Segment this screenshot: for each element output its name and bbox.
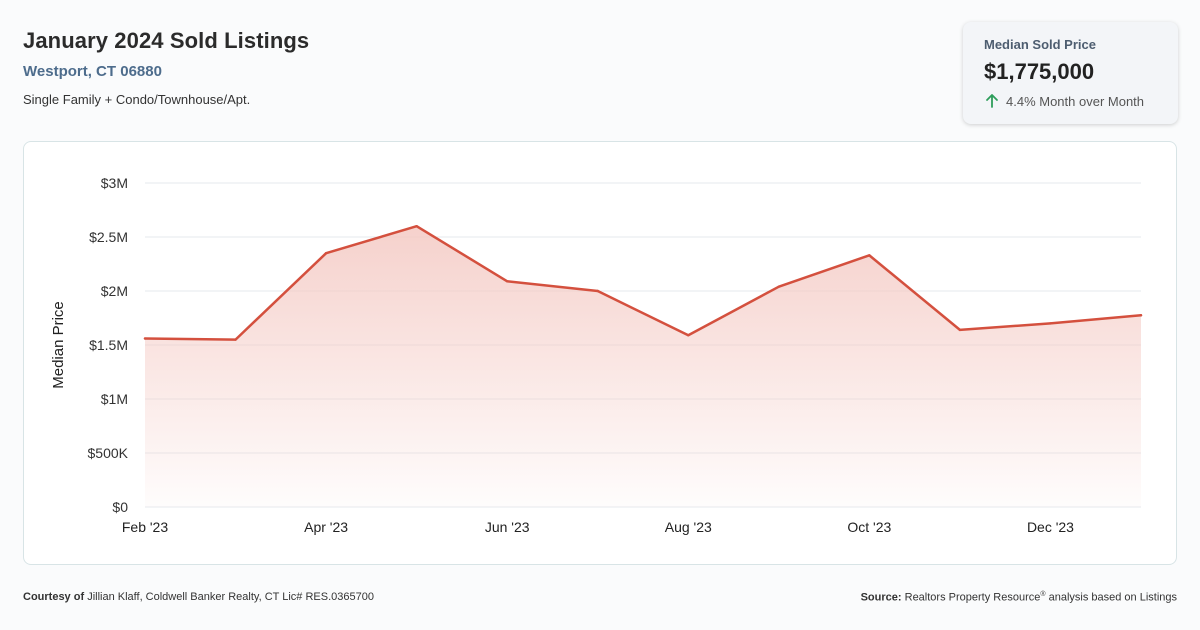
x-tick-label: Dec '23 bbox=[1027, 519, 1074, 535]
x-tick-label: Feb '23 bbox=[122, 519, 168, 535]
data-point bbox=[868, 254, 871, 257]
price-chart-card: $0 $500K $1M $1.5M $2M $2.5M $3M Median Price Fe… bbox=[23, 141, 1177, 565]
y-tick-label: $2.5M bbox=[89, 229, 128, 245]
data-point bbox=[324, 252, 328, 255]
data-point bbox=[596, 289, 599, 293]
y-tick-label: $500K bbox=[88, 445, 129, 461]
courtesy-footer: Courtesy of Jillian Klaff, Coldwell Bank… bbox=[23, 591, 374, 603]
source-text: Realtors Property Resource bbox=[904, 591, 1041, 604]
y-axis-title: Median Price bbox=[50, 301, 67, 389]
report-header: January 2024 Sold Listings Westport, CT … bbox=[23, 28, 309, 107]
data-point bbox=[958, 328, 962, 332]
y-tick-label: $1.5M bbox=[89, 337, 128, 353]
x-tick-label: Apr '23 bbox=[304, 519, 348, 535]
y-tick-label: $1M bbox=[101, 391, 128, 407]
page-title: January 2024 Sold Listings bbox=[23, 28, 310, 53]
x-tick-label: Oct '23 bbox=[847, 519, 891, 535]
courtesy-label: Courtesy of bbox=[23, 591, 85, 603]
source-footer: Source: Realtors Property Resource® anal… bbox=[861, 591, 1177, 604]
x-tick-label: Jun '23 bbox=[485, 519, 530, 535]
x-tick-label: Aug '23 bbox=[665, 519, 712, 535]
data-point bbox=[687, 334, 690, 337]
source-text-suffix: analysis based on Listings bbox=[1045, 591, 1177, 604]
source-label: Source: bbox=[860, 591, 902, 604]
median-price-chart: $0 $500K $1M $1.5M $2M $2.5M $3M Median Price Fe… bbox=[50, 175, 1143, 535]
location-subtitle: Westport, CT 06880 bbox=[23, 63, 162, 80]
kpi-value: $1,775,000 bbox=[984, 59, 1095, 84]
data-point bbox=[505, 280, 509, 283]
registered-mark: ® bbox=[1040, 591, 1046, 598]
data-point bbox=[1049, 322, 1052, 325]
property-types-label: Single Family + Condo/Townhouse/Apt. bbox=[23, 92, 251, 107]
kpi-label: Median Sold Price bbox=[984, 37, 1096, 52]
arrow-up-icon bbox=[984, 93, 1000, 109]
data-point bbox=[415, 225, 418, 228]
y-tick-label: $0 bbox=[112, 499, 128, 515]
kpi-change-text: 4.4% Month over Month bbox=[1006, 93, 1145, 109]
y-tick-label: $3M bbox=[101, 175, 128, 191]
data-point bbox=[777, 285, 781, 288]
median-sold-price-card: Median Sold Price $1,775,000 4.4% Month … bbox=[963, 22, 1178, 124]
y-tick-label: $2M bbox=[101, 283, 128, 299]
courtesy-text: Jillian Klaff, Coldwell Banker Realty, C… bbox=[87, 591, 374, 603]
area-fill bbox=[145, 226, 1141, 507]
data-point bbox=[143, 337, 147, 340]
kpi-change: 4.4% Month over Month bbox=[984, 93, 1178, 109]
data-point bbox=[1139, 314, 1143, 317]
median-price-line bbox=[143, 224, 1143, 341]
data-point bbox=[234, 338, 237, 341]
